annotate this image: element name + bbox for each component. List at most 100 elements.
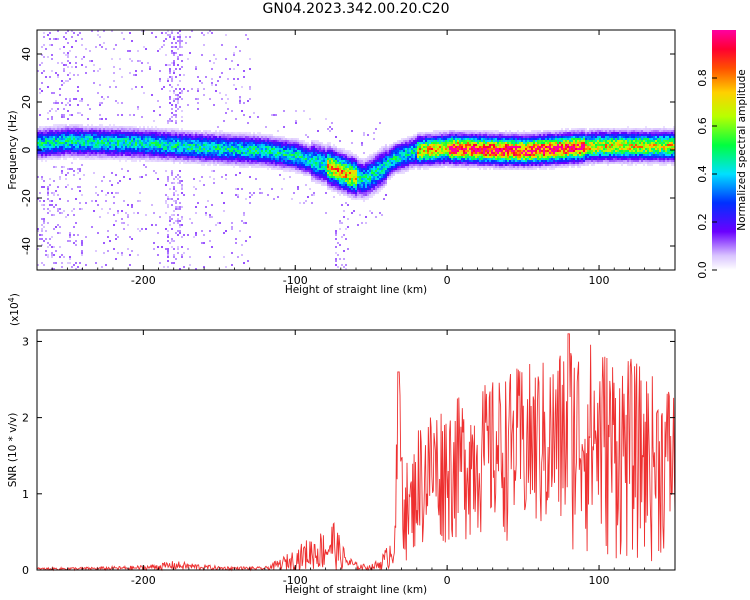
- spectrogram-cell: [421, 164, 423, 166]
- spectrogram-cell: [139, 158, 141, 160]
- spectrogram-cell: [181, 140, 183, 142]
- spectrogram-cell: [65, 152, 67, 154]
- spectrogram-cell: [97, 126, 99, 128]
- spectrogram-cell: [277, 140, 279, 142]
- spectrogram-cell: [327, 128, 329, 130]
- spectrogram-cell: [381, 180, 383, 182]
- spectrogram-cell: [381, 162, 383, 164]
- spectrogram-cell: [43, 140, 45, 142]
- spectrogram-cell: [385, 182, 387, 184]
- spectrogram-cell: [433, 140, 435, 142]
- spectrogram-cell: [41, 138, 43, 140]
- spectrogram-cell: [55, 134, 57, 136]
- spectrogram-cell: [289, 164, 291, 166]
- spectrogram-cell: [61, 156, 63, 158]
- spectrogram-cell: [239, 142, 241, 144]
- spectrogram-cell: [453, 150, 455, 152]
- spectrogram-cell: [93, 154, 95, 156]
- spectrogram-cell: [335, 230, 337, 232]
- spectrogram-cell: [77, 140, 79, 142]
- spectrogram-cell: [197, 202, 199, 204]
- spectrogram-cell: [273, 158, 275, 160]
- spectrogram-cell: [53, 228, 55, 230]
- spectrogram-cell: [93, 126, 95, 128]
- spectrogram-cell: [365, 176, 367, 178]
- spectrogram-cell: [37, 136, 39, 138]
- spectrogram-cell: [263, 160, 265, 162]
- spectrogram-cell: [409, 152, 411, 154]
- spectrogram-cell: [363, 162, 365, 164]
- spectrogram-cell: [273, 140, 275, 142]
- spectrogram-cell: [125, 134, 127, 136]
- spectrogram-cell: [59, 212, 61, 214]
- spectrogram-cell: [335, 188, 337, 190]
- spectrogram-cell: [327, 182, 329, 184]
- spectrogram-cell: [387, 154, 389, 156]
- spectrogram-cell: [45, 142, 47, 144]
- spectrogram-cell: [331, 182, 333, 184]
- spectrogram-cell: [275, 144, 277, 146]
- spectrogram-cell: [339, 150, 341, 152]
- spectrogram-cell: [129, 178, 131, 180]
- spectrogram-cell: [367, 160, 369, 162]
- spectrogram-cell: [177, 218, 179, 220]
- spectrogram-cell: [235, 194, 237, 196]
- spectrogram-cell: [91, 226, 93, 228]
- spectrogram-cell: [171, 136, 173, 138]
- spectrogram-cell: [423, 164, 425, 166]
- spectrogram-cell: [101, 46, 103, 48]
- spectrogram-cell: [81, 254, 83, 256]
- spectrogram-cell: [323, 170, 325, 172]
- spectrogram-cell: [85, 138, 87, 140]
- spectrogram-cell: [423, 166, 425, 168]
- spectrogram-cell: [203, 144, 205, 146]
- spectrogram-cell: [65, 144, 67, 146]
- spectrogram-cell: [149, 66, 151, 68]
- spectrogram-cell: [79, 100, 81, 102]
- spectrogram-cell: [339, 160, 341, 162]
- spectrogram-cell: [245, 222, 247, 224]
- spectrogram-cell: [117, 140, 119, 142]
- spectrogram-cell: [73, 242, 75, 244]
- spectrogram-cell: [179, 74, 181, 76]
- spectrogram-cell: [255, 158, 257, 160]
- spectrogram-cell: [463, 136, 465, 138]
- spectrogram-cell: [59, 136, 61, 138]
- spectrogram-cell: [303, 174, 305, 176]
- spectrogram-cell: [137, 106, 139, 108]
- spectrogram-cell: [465, 150, 467, 152]
- spectrogram-cell: [329, 164, 331, 166]
- spectrogram-cell: [83, 156, 85, 158]
- spectrogram-cell: [461, 158, 463, 160]
- spectrogram-cell: [127, 128, 129, 130]
- spectrogram-cell: [309, 172, 311, 174]
- spectrogram-cell: [201, 160, 203, 162]
- spectrogram-cell: [307, 144, 309, 146]
- spectrogram-cell: [47, 154, 49, 156]
- spectrogram-cell: [289, 156, 291, 158]
- spectrogram-cell: [67, 240, 69, 242]
- spectrogram-cell: [361, 194, 363, 196]
- spectrogram-cell: [305, 170, 307, 172]
- spectrogram-cell: [261, 150, 263, 152]
- spectrogram-cell: [109, 148, 111, 150]
- spectrogram-cell: [163, 150, 165, 152]
- spectrogram-cell: [383, 176, 385, 178]
- spectrogram-cell: [409, 140, 411, 142]
- spectrogram-cell: [281, 164, 283, 166]
- spectrogram-cell: [431, 138, 433, 140]
- spectrogram-cell: [111, 132, 113, 134]
- spectrogram-cell: [43, 148, 45, 150]
- spectrogram-cell: [45, 156, 47, 158]
- spectrogram-cell: [165, 54, 167, 56]
- spectrogram-cell: [347, 218, 349, 220]
- spectrogram-cell: [73, 208, 75, 210]
- spectrogram-cell: [129, 152, 131, 154]
- spectrogram-cell: [99, 146, 101, 148]
- spectrogram-cell: [209, 144, 211, 146]
- spectrogram-cell: [243, 114, 245, 116]
- spectrogram-cell: [189, 136, 191, 138]
- spectrogram-cell: [285, 154, 287, 156]
- spectrogram-cell: [125, 160, 127, 162]
- spectrogram-cell: [241, 148, 243, 150]
